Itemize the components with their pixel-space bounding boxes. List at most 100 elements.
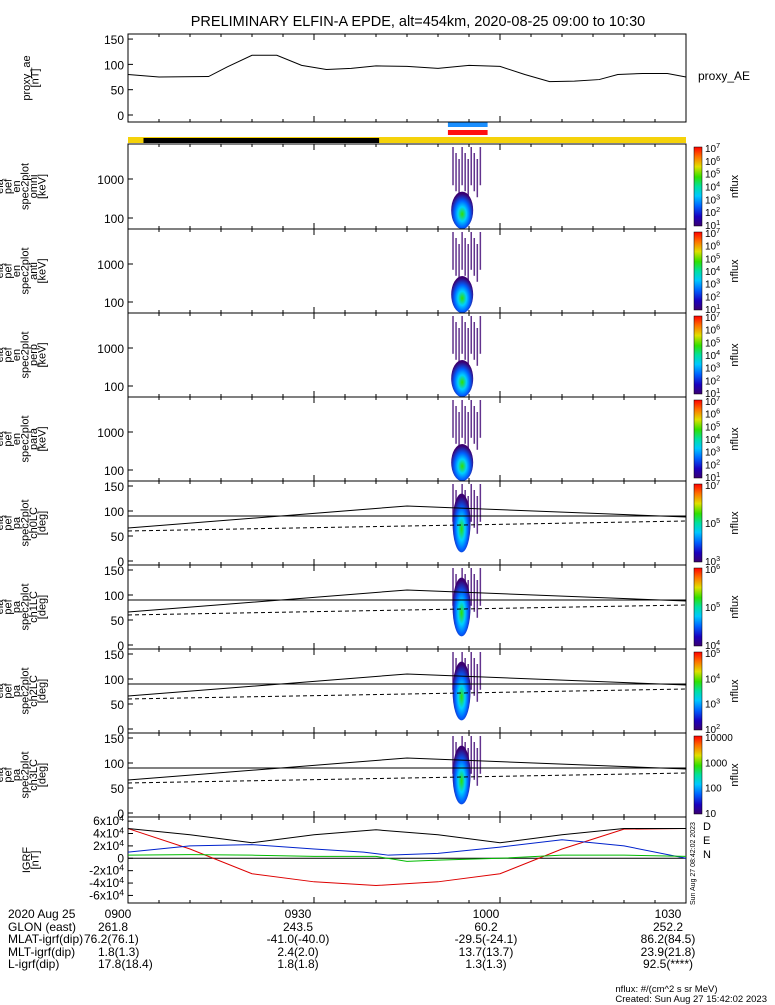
panel-frame (127, 480, 687, 566)
spectrogram-column (470, 232, 472, 270)
spectrogram-patch (452, 745, 471, 805)
spectrogram-column (452, 316, 454, 354)
y-axis-label: perp (28, 344, 40, 366)
anti-loss-cone-line (127, 688, 687, 700)
spectrogram-column (470, 652, 472, 690)
y-axis-label: ela (0, 767, 6, 783)
panel-para: elapefenspec2plotpara[keV]10010001011021… (0, 394, 741, 484)
ephemeris-value: 243.5 (282, 919, 314, 934)
spectrogram-column (473, 406, 476, 444)
spectrogram-column (461, 232, 463, 270)
colorbar-tick-label: 101 (705, 218, 720, 232)
spectrogram-patch (452, 493, 471, 553)
colorbar-tick-label: 107 (705, 310, 720, 324)
y-axis-label: spec2plot (19, 583, 31, 630)
y-tick-label: 50 (111, 530, 125, 544)
y-axis-label: pa (11, 600, 23, 613)
y-axis-label: pa (11, 768, 23, 781)
y-axis-label: en (11, 433, 23, 445)
y-tick-label: 150 (104, 33, 124, 47)
spectrogram-column (473, 322, 476, 360)
colorbar (693, 315, 703, 395)
colorbar-tick-label: 106 (705, 239, 720, 253)
ephemeris-value: -29.5(-24.1) (454, 932, 518, 946)
colorbar-tick-label: 103 (705, 697, 720, 711)
y-axis-label: ch1LC (28, 591, 40, 623)
spectrogram-column (476, 496, 479, 534)
y-axis-label: [keV] (36, 174, 48, 199)
spectrogram-column (476, 748, 479, 786)
y-tick-label: 100 (104, 296, 124, 310)
y-axis-label: para (28, 427, 40, 450)
y-tick-label: 2x104 (93, 838, 124, 853)
y-tick-label: 6x104 (93, 813, 124, 828)
spectrogram-column (479, 147, 482, 186)
spectrogram-column (455, 238, 457, 276)
y-axis-label: en (11, 265, 23, 277)
ephemeris-value: 76.2(76.1) (84, 932, 139, 946)
series-line-F (127, 828, 686, 844)
spectrogram-patch (451, 444, 474, 481)
series-line-D (127, 828, 687, 887)
ephemeris-label: 2020 Aug 25 (8, 907, 76, 921)
y-tick-label: 100 (104, 757, 124, 771)
colorbar-tick-label: 1000 (705, 758, 728, 769)
y-axis-label: ela (0, 599, 6, 615)
spectrogram-column (473, 153, 476, 192)
ephemeris-value: 92.5(****) (642, 957, 694, 971)
y-axis-label: spec2plot (19, 751, 31, 798)
created-note: nflux: #/(cm^2 s sr MeV) Created: Sun Aug… (615, 985, 767, 1005)
ephemeris-value: 1.8(1.3) (98, 944, 140, 959)
spectrogram-column (458, 159, 460, 198)
anti-loss-cone-line (127, 520, 687, 532)
colorbar (693, 483, 703, 563)
y-axis-label: omni (28, 175, 40, 199)
panel-perp: elapefenspec2plotperp[keV]10010001011021… (0, 310, 741, 400)
colorbar-tick-label: 105 (705, 419, 720, 433)
colorbar-tick-label: 103 (705, 277, 720, 291)
series-line-E (127, 839, 687, 859)
colorbar-label: nflux (729, 595, 741, 619)
y-tick-label: 150 (104, 732, 124, 746)
y-axis-label: spec2plot (19, 415, 31, 462)
spectrogram-patch (452, 661, 471, 721)
colorbar-tick-label: 104 (705, 264, 720, 278)
spectrogram-column (455, 153, 457, 192)
y-tick-label: 50 (111, 698, 125, 712)
loss-cone-line (127, 673, 687, 697)
y-axis-label: pef (2, 682, 14, 698)
spectrogram-column (458, 412, 460, 450)
ephemeris-value: 1000 (472, 907, 500, 921)
colorbar-tick-label: 106 (705, 154, 720, 168)
legend-E: E (703, 835, 710, 847)
y-axis-label: spec2plot (19, 331, 31, 378)
panel-frame (127, 396, 687, 482)
orbit-bar (128, 137, 686, 143)
y-axis-label: ela (0, 347, 6, 363)
panel-frame (127, 732, 687, 818)
colorbar-tick-label: 104 (705, 671, 720, 685)
ephemeris-value: -41.0(-40.0) (266, 932, 330, 946)
spectrogram-column (479, 736, 482, 774)
y-tick-label: 100 (104, 212, 124, 226)
colorbar-tick-label: 104 (705, 180, 720, 194)
spectrogram-column (470, 736, 472, 774)
science-zone-red-bar (447, 130, 488, 135)
spectrogram-column (479, 400, 482, 438)
spectrogram-column (470, 316, 472, 354)
y-axis-label: [keV] (36, 258, 48, 283)
spectrogram-column (464, 322, 466, 360)
y-tick-label: 100 (104, 380, 124, 394)
spectrogram-patch (452, 577, 471, 637)
ephemeris-value: 261.8 (98, 919, 129, 934)
spectrogram-column (458, 244, 460, 282)
colorbar-tick-label: 104 (705, 348, 720, 362)
ephemeris-value: 1030 (654, 907, 682, 921)
colorbar-tick-label: 103 (705, 192, 720, 206)
y-axis-label: spec2plot (19, 163, 31, 210)
y-tick-label: 150 (104, 564, 124, 578)
colorbar-tick-label: 106 (705, 323, 720, 337)
ephemeris-value: 23.9(21.8) (640, 944, 696, 959)
ephemeris-value: 1.3(1.3) (465, 957, 507, 971)
